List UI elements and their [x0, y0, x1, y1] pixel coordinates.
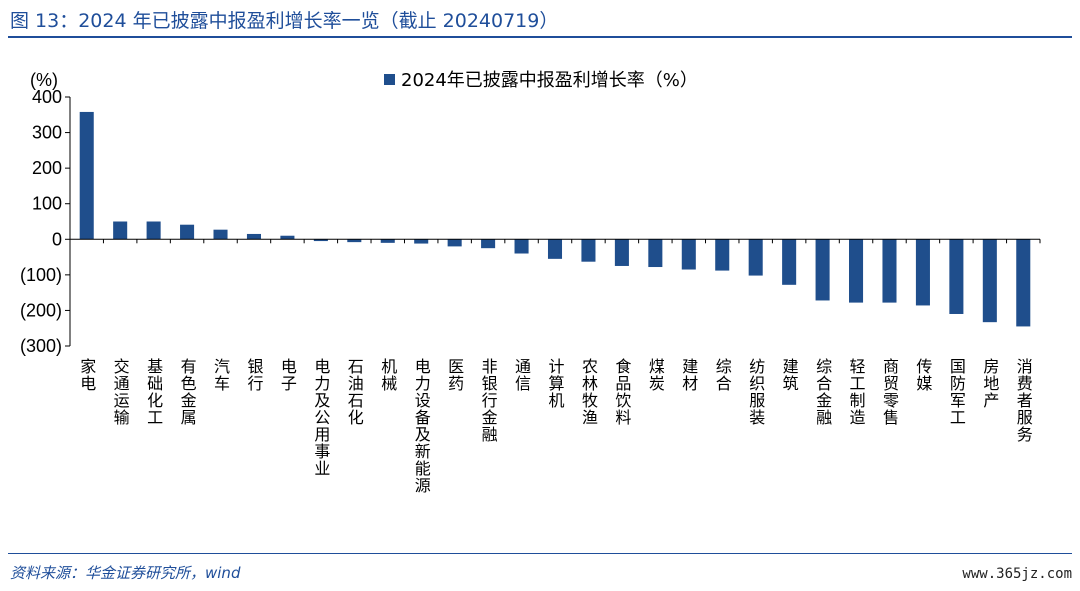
y-tick-label: (200)	[20, 300, 62, 320]
bar	[514, 239, 529, 254]
bar	[146, 221, 161, 240]
bar	[380, 239, 395, 243]
category-label: 交通运输	[111, 358, 130, 426]
category-label: 非银行金融	[479, 358, 498, 443]
category-label: 轻工制造	[847, 358, 866, 426]
category-label: 传媒	[913, 358, 932, 392]
category-label: 电子	[278, 358, 297, 392]
bar	[313, 239, 328, 242]
category-label: 有色金属	[178, 358, 197, 426]
category-label: 银行	[244, 358, 263, 392]
category-label: 电力及公用事业	[311, 358, 330, 477]
bar	[1016, 239, 1031, 327]
y-axis-label: (%)	[30, 70, 58, 90]
title-rule	[8, 36, 1072, 38]
bar	[347, 239, 362, 243]
category-label: 基础化工	[144, 358, 163, 426]
category-label: 计算机	[546, 358, 565, 409]
category-label: 通信	[512, 358, 531, 392]
bar	[180, 224, 195, 240]
category-label: 医药	[445, 358, 464, 392]
legend-swatch	[384, 74, 395, 85]
legend-label: 2024年已披露中报盈利增长率（%）	[401, 70, 698, 91]
bar	[949, 239, 964, 314]
bar	[982, 239, 997, 323]
y-tick-label: (100)	[20, 265, 62, 285]
bar	[414, 239, 429, 244]
bar	[915, 239, 930, 306]
bar	[547, 239, 563, 259]
bar	[581, 239, 596, 262]
bar	[715, 239, 730, 271]
y-tick-label: (300)	[20, 336, 62, 356]
category-label: 消费者服务	[1014, 358, 1033, 443]
category-label: 建材	[679, 358, 698, 392]
y-tick-label: 400	[32, 87, 62, 107]
bar	[79, 111, 94, 240]
category-label: 机械	[378, 358, 397, 392]
category-label: 建筑	[780, 358, 799, 392]
category-label: 家电	[77, 358, 96, 392]
bar	[681, 239, 696, 270]
y-tick-label: 200	[32, 158, 62, 178]
bar	[815, 239, 830, 301]
watermark: www.365jz.com	[962, 566, 1072, 582]
bar	[648, 239, 663, 268]
category-label: 电力设备及新能源	[412, 358, 431, 494]
bar	[447, 239, 462, 247]
bar	[748, 239, 763, 276]
y-tick-label: 0	[52, 229, 62, 249]
bar	[782, 239, 797, 285]
category-label: 综合金融	[813, 358, 832, 426]
bar	[280, 235, 295, 240]
category-label: 汽车	[211, 358, 230, 392]
y-tick-label: 100	[32, 194, 62, 214]
bar	[481, 239, 496, 249]
bar	[213, 229, 228, 240]
category-label: 综合	[713, 358, 732, 392]
category-label: 石油石化	[345, 358, 364, 426]
bar	[614, 239, 629, 266]
figure-title: 图 13：2024 年已披露中报盈利增长率一览（截止 20240719）	[10, 10, 559, 32]
category-label: 商贸零售	[880, 358, 899, 426]
category-label: 房地产	[980, 358, 999, 409]
category-label: 煤炭	[646, 358, 665, 392]
source-rule	[8, 553, 1072, 554]
bar	[882, 239, 897, 303]
bar	[849, 239, 864, 303]
source-note: 资料来源：华金证券研究所，wind	[10, 564, 241, 582]
category-label: 纺织服装	[746, 358, 765, 426]
category-label: 农林牧渔	[579, 358, 598, 426]
bar	[113, 221, 128, 240]
bar-chart: (%)400 300 200 100 0 (100) (200) (300) 家电 交通运输 基础化…	[20, 70, 1041, 494]
category-label: 国防军工	[947, 358, 966, 426]
category-label: 食品饮料	[612, 358, 631, 426]
y-tick-label: 300	[32, 123, 62, 143]
bar	[246, 233, 261, 240]
